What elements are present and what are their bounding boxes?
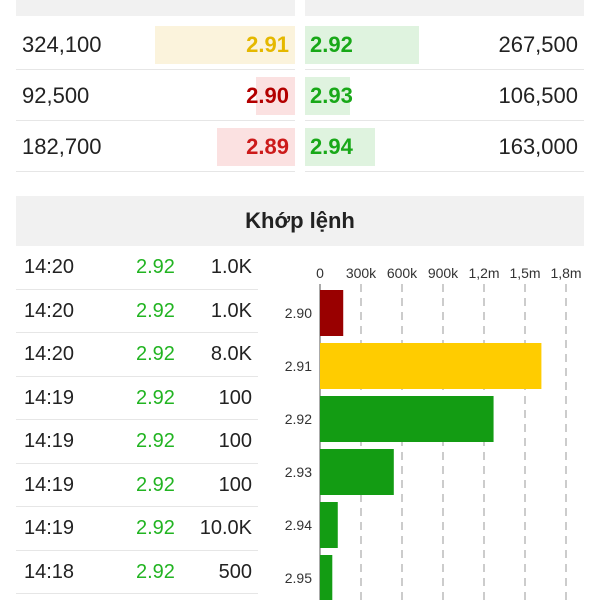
category-label: 2.94 [285, 517, 312, 533]
trade-volume: 500 [218, 560, 252, 583]
trade-time: 14:19 [24, 473, 75, 496]
trade-row[interactable]: 14:19 2.92 10.0K [16, 507, 258, 551]
ask-volume-bar [305, 77, 350, 115]
category-label: 2.90 [285, 305, 312, 321]
bid-price[interactable]: 2.91 [246, 32, 289, 57]
bar-2-94 [320, 502, 338, 548]
trade-price: 2.92 [136, 299, 175, 322]
trade-volume: 100 [218, 430, 252, 452]
row-divider [305, 171, 584, 172]
trade-time: 14:18 [24, 560, 75, 583]
row-divider [305, 120, 584, 121]
ask-price[interactable]: 2.92 [310, 32, 353, 57]
ask-volume: 163,000 [498, 134, 578, 159]
bid-volume-bar [217, 128, 295, 166]
ask-price[interactable]: 2.94 [310, 134, 353, 159]
bid-volume: 324,100 [22, 32, 102, 57]
bid-volume: 182,700 [22, 134, 102, 159]
row-divider [305, 69, 584, 70]
trade-row[interactable]: 14:19 2.92 100 [16, 464, 258, 507]
order-book-row[interactable]: 324,100 2.91 2.92 267,500 [0, 20, 600, 70]
trade-time: 14:20 [24, 343, 75, 365]
trade-volume: 100 [218, 473, 252, 496]
row-divider [16, 171, 295, 172]
x-tick-label: 300k [346, 265, 377, 281]
trade-price: 2.92 [136, 517, 175, 539]
trade-row[interactable]: 14:20 2.92 1.0K [16, 246, 258, 290]
trade-volume: 1.0K [210, 299, 252, 322]
x-tick-label: 600k [387, 265, 418, 281]
trade-time: 14:20 [24, 256, 75, 278]
trade-price: 2.92 [136, 343, 175, 365]
trade-volume: 1.0K [210, 256, 252, 278]
bid-volume: 92,500 [22, 83, 90, 108]
x-tick-label: 1,2m [468, 265, 499, 281]
bid-price[interactable]: 2.89 [246, 134, 289, 159]
trade-volume: 100 [218, 386, 252, 409]
ask-volume: 106,500 [498, 83, 578, 108]
trade-price: 2.92 [136, 473, 175, 496]
bid-price[interactable]: 2.90 [246, 83, 289, 108]
ask-volume-bar [305, 128, 375, 166]
row-divider [16, 120, 295, 121]
chart-svg: 0 300k 600k 900k 1,2m 1,5m 1,8m 2.90 2.91 2.92 2.9… [285, 265, 582, 600]
bar-2-93 [320, 449, 394, 495]
matched-orders-title: Khớp lệnh [16, 196, 584, 246]
bar-2-90 [320, 290, 344, 336]
trade-price: 2.92 [136, 430, 175, 452]
trade-row[interactable]: 14:20 2.92 1.0K [16, 290, 258, 333]
trade-time: 14:19 [24, 430, 75, 452]
trade-price: 2.92 [136, 256, 175, 278]
bid-volume-bar [155, 26, 295, 64]
ask-header [305, 0, 584, 16]
trade-price: 2.92 [136, 560, 175, 583]
x-tick-label: 0 [316, 265, 324, 281]
trade-row[interactable]: 14:19 2.92 100 [16, 377, 258, 420]
category-label: 2.92 [285, 411, 312, 427]
trades-list[interactable]: 14:20 2.92 1.0K 14:20 2.92 1.0K 14:20 2.92 8.0K 1… [16, 246, 258, 594]
bar-2-95 [320, 555, 333, 600]
trade-row[interactable]: 14:20 2.92 8.0K [16, 333, 258, 377]
ask-price[interactable]: 2.93 [310, 83, 353, 108]
trade-volume: 8.0K [210, 343, 252, 365]
bid-header [16, 0, 295, 16]
bar-2-91 [320, 343, 542, 389]
trade-time: 14:20 [24, 299, 75, 322]
category-label: 2.95 [285, 570, 312, 586]
bid-volume-bar [256, 77, 295, 115]
order-book-row[interactable]: 182,700 2.89 2.94 163,000 [0, 122, 600, 172]
trade-price: 2.92 [136, 386, 175, 409]
volume-by-price-chart: 0 300k 600k 900k 1,2m 1,5m 1,8m 2.90 2.91 2.92 2.9… [270, 260, 600, 600]
ask-volume: 267,500 [498, 32, 578, 57]
trade-row[interactable]: 14:19 2.92 100 [16, 420, 258, 464]
x-tick-label: 1,5m [509, 265, 540, 281]
trade-time: 14:19 [24, 517, 75, 539]
trade-volume: 10.0K [199, 517, 252, 539]
bar-2-92 [320, 396, 494, 442]
category-label: 2.91 [285, 358, 312, 374]
ask-volume-bar [305, 26, 419, 64]
order-book-row[interactable]: 92,500 2.90 2.93 106,500 [0, 71, 600, 121]
category-label: 2.93 [285, 464, 312, 480]
trade-row[interactable]: 14:18 2.92 500 [16, 551, 258, 594]
row-divider [16, 69, 295, 70]
trade-time: 14:19 [24, 386, 75, 409]
x-tick-label: 1,8m [550, 265, 581, 281]
x-tick-label: 900k [428, 265, 459, 281]
